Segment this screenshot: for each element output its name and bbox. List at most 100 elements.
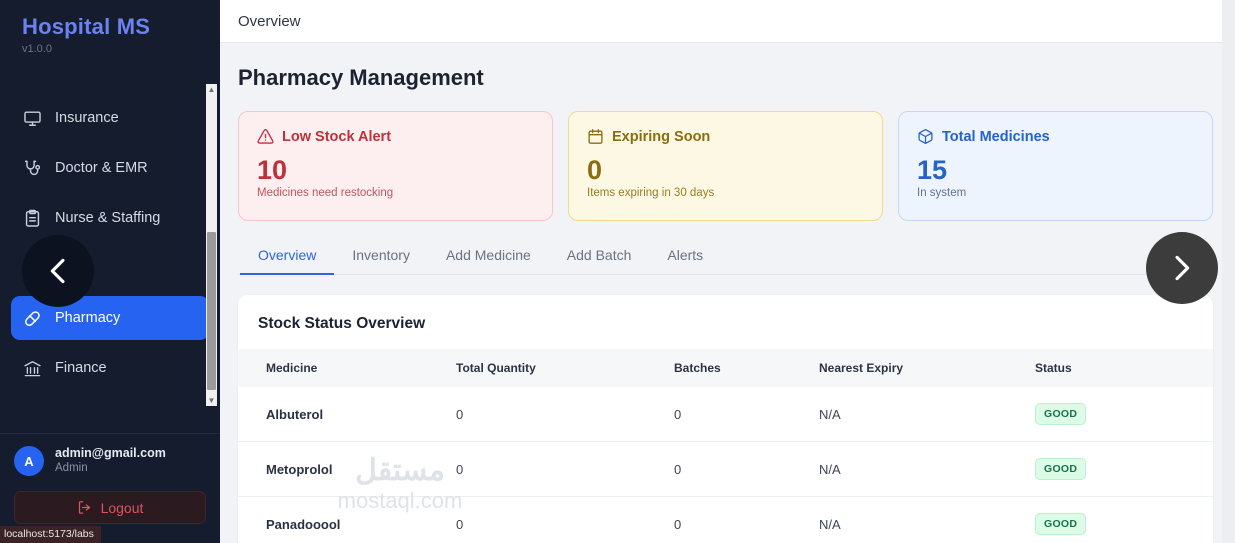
tab-inventory[interactable]: Inventory	[352, 247, 410, 263]
package-icon	[918, 129, 933, 144]
page-right-edge	[1222, 0, 1235, 543]
cell-nearest-expiry: N/A	[809, 441, 1025, 497]
table-row[interactable]: Panadooool 0 0 N/A GOOD	[238, 496, 1213, 543]
scroll-down-arrow-icon[interactable]: ▼	[207, 396, 216, 405]
card-expiring-soon: Expiring Soon 0 Items expiring in 30 day…	[568, 111, 883, 221]
sidebar-scrollbar[interactable]: ▲ ▼	[206, 84, 217, 406]
summary-cards: Low Stock Alert 10 Medicines need restoc…	[238, 111, 1213, 221]
sidebar-item-label: Nurse & Staffing	[55, 210, 161, 226]
card-header: Expiring Soon	[587, 128, 864, 145]
top-bar: Overview	[220, 0, 1235, 43]
user-role: Admin	[55, 462, 88, 474]
breadcrumb: Overview	[238, 12, 301, 30]
sidebar-item-label: Finance	[55, 360, 107, 376]
sidebar-nav: Facility View Insurance Doctor & EM	[0, 72, 220, 433]
app-brand-title: Hospital MS	[22, 14, 151, 39]
sidebar-header: Hospital MS v1.0.0	[0, 0, 220, 78]
cell-medicine: Albuterol	[238, 387, 446, 442]
warning-triangle-icon	[257, 129, 274, 144]
stethoscope-icon	[23, 159, 42, 178]
status-badge: GOOD	[1035, 513, 1087, 535]
card-header: Total Medicines	[917, 128, 1194, 145]
tab-add-medicine[interactable]: Add Medicine	[445, 247, 531, 263]
bank-icon	[23, 359, 42, 378]
page-title: Pharmacy Management	[238, 65, 484, 90]
cell-status: GOOD	[1025, 387, 1213, 442]
logout-label: Logout	[100, 499, 144, 516]
card-total-medicines: Total Medicines 15 In system	[898, 111, 1213, 221]
tab-add-batch[interactable]: Add Batch	[566, 247, 632, 263]
carousel-next-button[interactable]	[1146, 232, 1218, 304]
panel-title: Stock Status Overview	[258, 315, 426, 332]
card-subtitle: Items expiring in 30 days	[587, 187, 715, 199]
tab-alerts[interactable]: Alerts	[667, 247, 704, 263]
status-badge: GOOD	[1035, 458, 1087, 480]
cell-batches: 0	[664, 441, 809, 497]
chevron-left-icon	[50, 258, 65, 284]
status-badge: GOOD	[1035, 403, 1087, 425]
sidebar-item-label: Doctor & EMR	[55, 160, 148, 176]
cell-total-quantity: 0	[446, 496, 664, 543]
sidebar-item-nurse-staffing[interactable]: Nurse & Staffing	[11, 196, 209, 240]
cell-total-quantity: 0	[446, 441, 664, 497]
browser-status-url: localhost:5173/labs	[0, 526, 101, 543]
user-profile[interactable]: A admin@gmail.com Admin	[14, 446, 206, 476]
carousel-prev-button[interactable]	[22, 235, 94, 307]
clipboard-icon	[23, 209, 42, 228]
card-value: 10	[257, 155, 288, 185]
cell-total-quantity: 0	[446, 387, 664, 442]
stock-status-panel: Stock Status Overview Medicine Total Qua…	[238, 295, 1213, 543]
column-header-nearest-expiry: Nearest Expiry	[819, 361, 904, 375]
calendar-icon	[588, 129, 603, 144]
sidebar-item-pharmacy[interactable]: Pharmacy	[11, 296, 209, 340]
sidebar-item-finance[interactable]: Finance	[11, 346, 209, 390]
logout-button[interactable]: Logout	[14, 491, 206, 524]
main-content: Overview Pharmacy Management Low Stock A…	[220, 0, 1235, 543]
sidebar-item-label: Insurance	[55, 110, 119, 126]
stock-status-table: Medicine Total Quantity Batches Nearest …	[238, 349, 1213, 543]
table-body: Albuterol 0 0 N/A GOOD Metoprolol 0 0	[238, 387, 1213, 543]
app-version-label: v1.0.0	[22, 43, 52, 55]
card-value: 0	[587, 155, 603, 185]
card-title: Low Stock Alert	[282, 128, 392, 145]
avatar: A	[14, 446, 44, 476]
column-header-batches: Batches	[674, 361, 721, 375]
card-low-stock-alert: Low Stock Alert 10 Medicines need restoc…	[238, 111, 553, 221]
cell-nearest-expiry: N/A	[809, 496, 1025, 543]
tab-overview[interactable]: Overview	[240, 239, 335, 275]
cell-status: GOOD	[1025, 496, 1213, 543]
card-title: Expiring Soon	[612, 128, 711, 145]
cell-status: GOOD	[1025, 441, 1213, 497]
sidebar-footer: A admin@gmail.com Admin Logout	[0, 433, 220, 543]
cell-batches: 0	[664, 387, 809, 442]
card-header: Low Stock Alert	[257, 128, 534, 145]
sidebar-item-doctor-emr[interactable]: Doctor & EMR	[11, 146, 209, 190]
card-subtitle: In system	[917, 187, 967, 199]
sidebar-item-insurance[interactable]: Insurance	[11, 96, 209, 140]
cell-medicine: Panadooool	[238, 496, 446, 543]
cell-nearest-expiry: N/A	[809, 387, 1025, 442]
cell-medicine: Metoprolol	[238, 441, 446, 497]
logout-icon	[78, 501, 90, 514]
user-email: admin@gmail.com	[55, 446, 166, 460]
pill-icon	[23, 309, 42, 328]
column-header-total-quantity: Total Quantity	[456, 361, 536, 375]
monitor-icon	[23, 109, 42, 128]
table-row[interactable]: Albuterol 0 0 N/A GOOD	[238, 387, 1213, 442]
card-value: 15	[917, 155, 948, 185]
chevron-right-icon	[1175, 255, 1190, 281]
column-header-medicine: Medicine	[266, 361, 318, 375]
sidebar: Hospital MS v1.0.0 Facility View Insur	[0, 0, 220, 543]
scrollbar-thumb[interactable]	[207, 232, 216, 390]
card-subtitle: Medicines need restocking	[257, 187, 394, 199]
tab-bar: Overview Inventory Add Medicine Add Batc…	[238, 239, 1213, 275]
sidebar-item-label: Pharmacy	[55, 310, 121, 326]
cell-batches: 0	[664, 496, 809, 543]
table-header-row: Medicine Total Quantity Batches Nearest …	[238, 349, 1213, 387]
card-title: Total Medicines	[942, 128, 1050, 145]
scroll-up-arrow-icon[interactable]: ▲	[207, 85, 216, 94]
table-row[interactable]: Metoprolol 0 0 N/A GOOD	[238, 441, 1213, 497]
table-header: Medicine Total Quantity Batches Nearest …	[238, 349, 1213, 387]
column-header-status: Status	[1035, 361, 1072, 375]
